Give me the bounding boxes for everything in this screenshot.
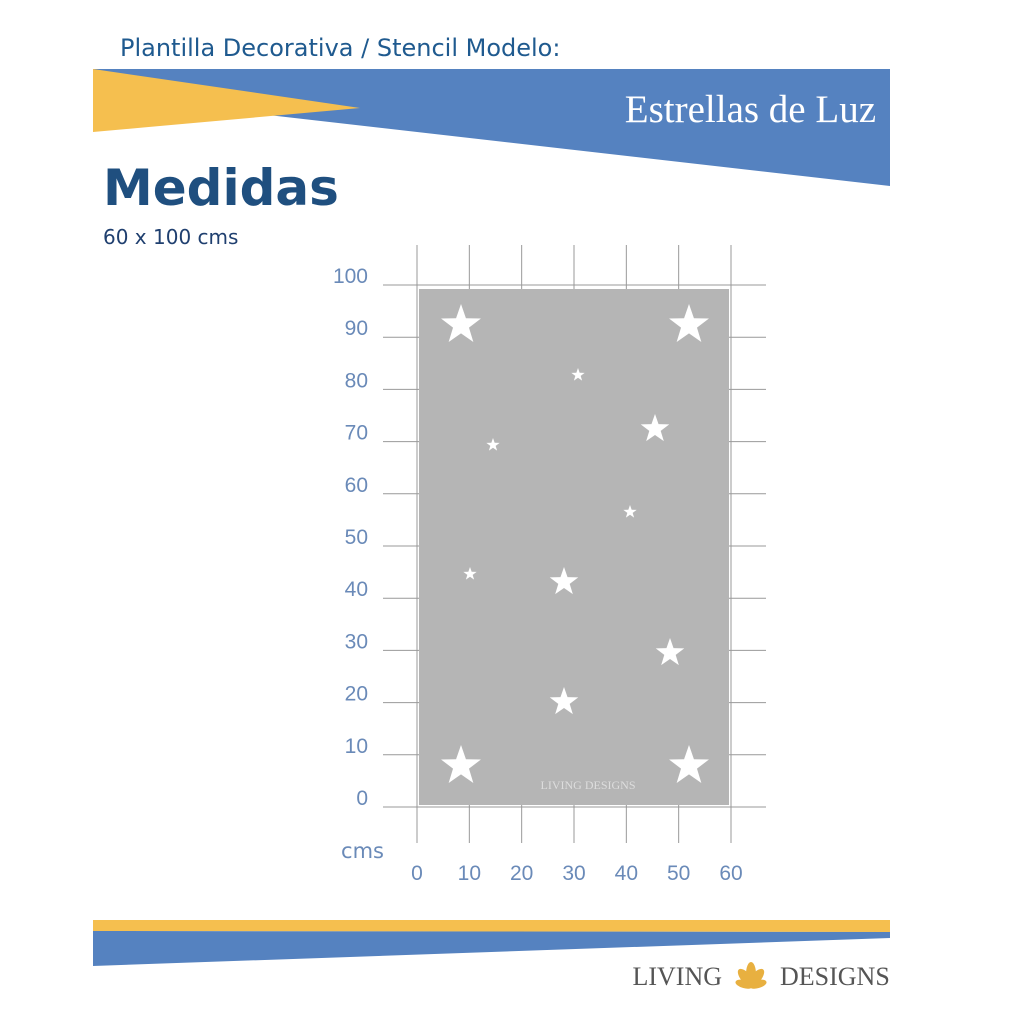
y-tick-label: 0 <box>356 787 368 810</box>
y-tick-label: 10 <box>345 735 368 758</box>
brand-right: DESIGNS <box>780 962 890 991</box>
x-tick-label: 30 <box>562 862 585 885</box>
y-tick-label: 100 <box>333 265 368 288</box>
y-tick-label: 90 <box>345 317 368 340</box>
unit-label: cms <box>341 839 384 863</box>
y-tick-label: 60 <box>345 474 368 497</box>
y-tick-label: 70 <box>345 422 368 445</box>
footer-band <box>93 920 890 932</box>
x-tick-label: 40 <box>615 862 638 885</box>
stencil-area <box>419 289 729 805</box>
watermark: LIVING DESIGNS <box>541 778 636 792</box>
y-tick-label: 50 <box>345 526 368 549</box>
x-tick-label: 20 <box>510 862 533 885</box>
brand-left: LIVING <box>632 962 722 991</box>
x-tick-label: 50 <box>667 862 690 885</box>
header-title: Plantilla Decorativa / Stencil Modelo: <box>120 34 560 62</box>
banner-accent <box>93 69 360 132</box>
logo-icon <box>735 962 767 989</box>
footer-band <box>93 931 890 966</box>
y-tick-label: 80 <box>345 369 368 392</box>
grid <box>383 245 766 843</box>
x-tick-label: 10 <box>458 862 481 885</box>
stencil-name: Estrellas de Luz <box>625 88 876 131</box>
y-tick-label: 20 <box>345 683 368 706</box>
y-tick-label: 40 <box>345 578 368 601</box>
y-tick-label: 30 <box>345 630 368 653</box>
section-title: Medidas <box>103 159 339 217</box>
x-tick-label: 0 <box>411 862 423 885</box>
x-tick-label: 60 <box>719 862 742 885</box>
section-size: 60 x 100 cms <box>103 225 238 249</box>
